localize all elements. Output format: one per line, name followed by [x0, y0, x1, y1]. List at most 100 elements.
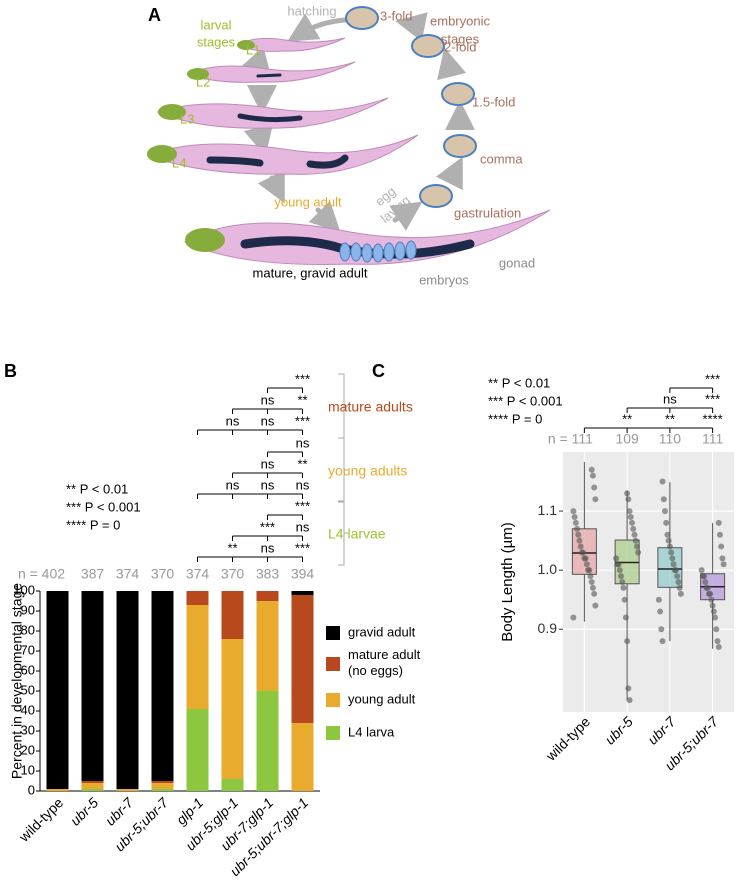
data-point — [570, 508, 577, 515]
data-point — [625, 496, 632, 503]
data-point — [589, 584, 596, 591]
bar-segment — [186, 605, 209, 709]
data-point — [658, 626, 665, 633]
data-point — [663, 519, 670, 526]
data-point — [674, 573, 681, 580]
n-label: 370 — [151, 566, 175, 582]
data-point — [664, 531, 671, 538]
legend-line: mature adult — [348, 647, 421, 662]
sig-label: *** — [295, 540, 310, 555]
data-point — [719, 555, 726, 562]
y-tick-label: 100 — [13, 582, 35, 597]
sig-label: ** — [297, 392, 307, 407]
diagram-label: hatching — [287, 3, 336, 18]
legend-swatch — [326, 657, 340, 671]
bar-segment — [256, 591, 279, 601]
data-point — [710, 608, 717, 615]
data-point — [665, 537, 672, 544]
y-tick-label: 10 — [21, 762, 35, 777]
bar-segment — [116, 789, 139, 791]
sig-label: ns — [296, 519, 310, 534]
data-point — [660, 496, 667, 503]
data-point — [626, 508, 633, 515]
data-point — [625, 685, 632, 692]
data-point — [591, 590, 598, 597]
data-point — [622, 614, 629, 621]
p-key: ** P < 0.01 — [66, 481, 128, 496]
y-tick-label: 20 — [21, 742, 35, 757]
diagram-label: mature, gravid adult — [253, 265, 368, 280]
data-point — [703, 584, 710, 591]
sig-label: ** — [622, 411, 632, 426]
sig-label: ns — [663, 391, 677, 406]
data-point — [661, 508, 668, 515]
sig-label: ** — [297, 456, 307, 471]
data-point — [668, 549, 675, 556]
bar-segment — [151, 783, 174, 789]
bar-segment — [151, 781, 174, 783]
data-point — [588, 579, 595, 585]
data-point — [655, 596, 662, 603]
data-point — [592, 496, 599, 503]
data-point — [618, 573, 625, 580]
data-point — [714, 638, 721, 645]
data-point — [657, 608, 664, 615]
data-point — [571, 514, 578, 520]
data-point — [635, 549, 642, 556]
data-point — [624, 638, 631, 645]
diagram-label: embryos — [419, 272, 469, 287]
data-point — [574, 525, 581, 532]
data-point — [669, 555, 676, 562]
data-point — [570, 614, 577, 621]
p-key: ** P < 0.01 — [488, 375, 550, 390]
bar-segment — [256, 601, 279, 691]
bar-segment — [291, 723, 314, 791]
y-tick-label: 50 — [21, 682, 35, 697]
x-tick-label: ubr-5 — [67, 794, 101, 828]
bar-segment — [81, 781, 104, 783]
y-axis-title: Body Length (µm) — [499, 522, 516, 642]
n-label: 387 — [81, 566, 105, 582]
diagram-label: 1.5-fold — [472, 94, 515, 109]
data-point — [620, 584, 627, 591]
data-point — [589, 472, 596, 479]
data-point — [619, 579, 626, 585]
data-point — [575, 531, 582, 538]
bar-segment — [151, 789, 174, 791]
sig-label: ** — [227, 540, 237, 555]
sig-label: ns — [261, 392, 275, 407]
data-point — [676, 584, 683, 591]
y-tick-label: 1.0 — [538, 561, 558, 577]
y-tick-label: 70 — [21, 642, 35, 657]
x-tick-label: ubr-5 — [602, 713, 636, 747]
diagram-label: L1 — [246, 42, 260, 57]
legend-label: L4 larva — [348, 724, 395, 739]
p-key: *** P < 0.001 — [66, 499, 141, 514]
diagram-label: stages — [441, 31, 480, 46]
data-point — [718, 543, 725, 550]
sig-label: *** — [705, 391, 720, 406]
group-bracket — [338, 500, 348, 566]
diagram-label: 2-fold — [444, 39, 477, 54]
sig-label: ns — [296, 435, 310, 450]
diagram-label: embryonic — [430, 13, 490, 28]
sig-label: ns — [261, 477, 275, 492]
data-point — [585, 567, 592, 574]
data-point — [699, 573, 706, 580]
data-point — [629, 519, 636, 526]
group-bracket — [338, 437, 348, 503]
diagram-label: 3-fold — [380, 8, 413, 23]
bar-segment — [221, 639, 244, 779]
sig-label: ns — [261, 413, 275, 428]
diagram-label: young adult — [274, 194, 342, 209]
diagram-label: comma — [480, 151, 523, 166]
legend-label: young adult — [348, 691, 416, 706]
diagram-label: L3 — [180, 111, 194, 126]
data-point — [578, 549, 585, 556]
bar-segment — [116, 591, 139, 789]
data-point — [576, 537, 583, 544]
y-axis-title: Percent in developmental stage — [9, 583, 25, 779]
data-point — [671, 567, 678, 574]
data-point — [616, 567, 623, 574]
